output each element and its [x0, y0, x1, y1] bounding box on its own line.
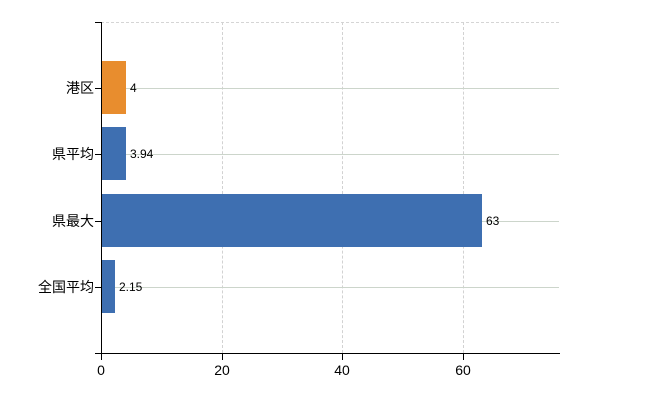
bar-2	[102, 194, 482, 247]
y-axis-tick	[95, 88, 101, 89]
value-label: 63	[486, 214, 500, 228]
y-axis-tick	[95, 154, 101, 155]
x-axis-tick-label: 20	[214, 362, 230, 378]
vertical-gridline	[222, 22, 223, 353]
category-label: 県最大	[52, 213, 94, 229]
vertical-gridline	[342, 22, 343, 353]
value-label: 4	[130, 81, 137, 95]
x-axis-tick	[342, 354, 343, 360]
horizontal-gridline	[102, 154, 559, 155]
plot-top-border	[101, 22, 559, 23]
bar-0	[102, 61, 126, 114]
value-label: 3.94	[130, 147, 154, 161]
y-axis-tick	[95, 221, 101, 222]
category-label: 県平均	[52, 146, 94, 162]
y-axis-tick	[95, 22, 101, 23]
x-axis-tick	[463, 354, 464, 360]
y-axis-tick	[95, 287, 101, 288]
category-label: 港区	[66, 80, 94, 96]
category-label: 全国平均	[38, 279, 94, 295]
x-axis-line	[95, 353, 560, 354]
value-label: 2.15	[119, 280, 143, 294]
bar-3	[102, 260, 115, 313]
y-axis-line	[101, 22, 102, 360]
x-axis-tick-label: 0	[97, 362, 105, 378]
x-axis-tick-label: 60	[455, 362, 471, 378]
horizontal-gridline	[102, 287, 559, 288]
x-axis-tick-label: 40	[334, 362, 350, 378]
x-axis-tick	[222, 354, 223, 360]
bar-1	[102, 127, 126, 180]
vertical-gridline	[463, 22, 464, 353]
horizontal-gridline	[102, 88, 559, 89]
